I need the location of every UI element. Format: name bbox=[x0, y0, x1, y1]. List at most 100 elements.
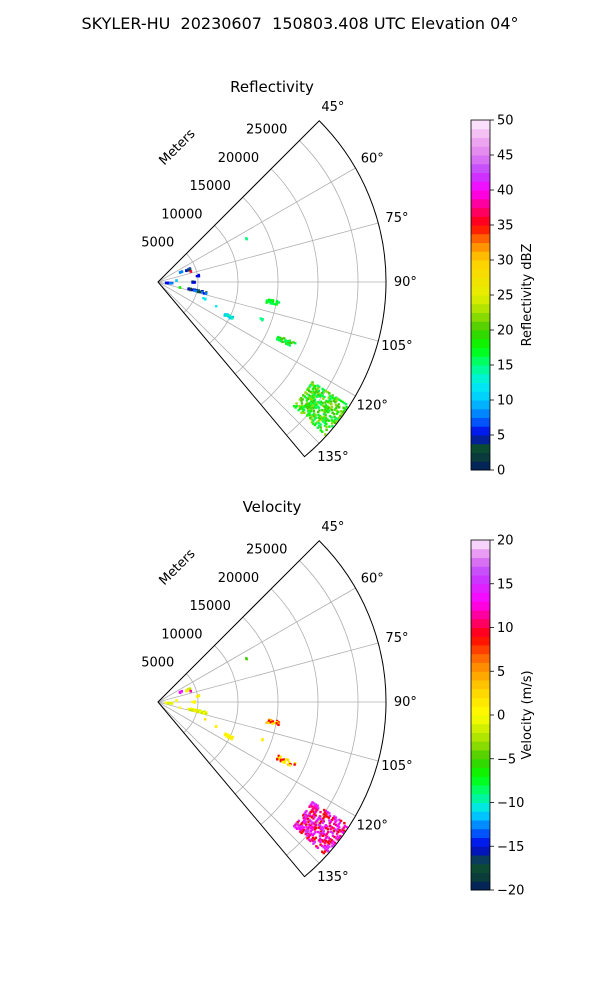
colorbar-segment bbox=[471, 365, 490, 375]
echo-gate bbox=[321, 387, 324, 391]
echo-gate bbox=[304, 403, 308, 406]
echo-gate bbox=[337, 406, 341, 409]
echo-gate bbox=[328, 409, 331, 412]
echo-gate bbox=[313, 838, 316, 841]
echo-gate bbox=[334, 396, 338, 399]
azimuth-gridline bbox=[157, 642, 379, 703]
echo-gate bbox=[312, 397, 315, 400]
echo-gate bbox=[336, 835, 339, 838]
echo-gate bbox=[305, 826, 308, 829]
echo-gate bbox=[312, 400, 316, 403]
radar-echo bbox=[195, 273, 201, 278]
echo-gate bbox=[277, 339, 281, 342]
echo-gate bbox=[298, 407, 302, 411]
echo-gate bbox=[301, 407, 304, 410]
echo-gate bbox=[275, 722, 278, 725]
echo-gate bbox=[300, 828, 303, 832]
echo-gate bbox=[303, 819, 306, 822]
echo-gate bbox=[309, 407, 312, 410]
echo-gate bbox=[296, 823, 300, 827]
figure-title: SKYLER-HU 20230607 150803.408 UTC Elevat… bbox=[81, 14, 519, 33]
echo-gate bbox=[335, 399, 338, 402]
echo-gate bbox=[311, 814, 315, 818]
panel-title: Reflectivity bbox=[230, 78, 314, 96]
colorbar-tick-label: −10 bbox=[497, 796, 524, 811]
echo-gate bbox=[294, 826, 297, 829]
colorbar-segment bbox=[471, 680, 490, 690]
echo-gate bbox=[325, 399, 328, 403]
echo-gate bbox=[179, 691, 182, 694]
range-tick-label: 20000 bbox=[218, 571, 259, 586]
echo-gate bbox=[330, 826, 334, 829]
echo-gate bbox=[317, 389, 321, 393]
echo-gate bbox=[305, 816, 308, 820]
echo-gate bbox=[281, 760, 284, 764]
echo-gate bbox=[320, 416, 323, 419]
echo-gate bbox=[317, 839, 321, 842]
echo-gate bbox=[295, 404, 299, 408]
echo-gate bbox=[323, 424, 327, 427]
azimuth-tick-label: 120° bbox=[357, 819, 388, 834]
echo-gate bbox=[307, 835, 310, 839]
colorbar-tick-label: 20 bbox=[497, 324, 514, 339]
colorbar-segment bbox=[471, 732, 490, 742]
echo-gate bbox=[308, 408, 311, 412]
echo-gate bbox=[228, 737, 232, 740]
echo-gate bbox=[310, 403, 313, 406]
echo-gate bbox=[311, 398, 314, 402]
echo-gate bbox=[296, 820, 299, 824]
echo-gate bbox=[187, 707, 190, 711]
echo-gate bbox=[334, 837, 338, 840]
echo-gate bbox=[193, 709, 196, 712]
echo-gate bbox=[224, 732, 227, 735]
echo-gate bbox=[325, 845, 328, 849]
colorbar-segment bbox=[471, 855, 490, 865]
echo-gate bbox=[299, 823, 302, 826]
echo-gate bbox=[318, 424, 321, 428]
echo-gate bbox=[336, 824, 339, 828]
echo-gate bbox=[324, 419, 328, 423]
echo-gate bbox=[180, 270, 184, 274]
echo-gate bbox=[312, 802, 316, 805]
echo-gate bbox=[275, 758, 279, 761]
echo-gate bbox=[318, 832, 321, 835]
echo-gate bbox=[313, 405, 316, 408]
echo-gate bbox=[332, 840, 335, 843]
echo-gate bbox=[339, 414, 342, 418]
echo-gate bbox=[305, 406, 308, 409]
echo-gate bbox=[175, 699, 178, 702]
range-gridline bbox=[183, 673, 199, 733]
colorbar-tick-label: 10 bbox=[497, 621, 514, 636]
echo-gate bbox=[309, 827, 312, 830]
echo-gate bbox=[295, 827, 299, 831]
echo-gate bbox=[319, 426, 322, 429]
radar-echo bbox=[265, 718, 281, 727]
echo-gate bbox=[188, 688, 192, 691]
colorbar-segment bbox=[471, 163, 490, 173]
echo-gate bbox=[318, 822, 322, 825]
echo-gate bbox=[317, 416, 320, 419]
colorbar-tick-label: 0 bbox=[497, 709, 505, 724]
colorbar-segment bbox=[471, 758, 490, 768]
echo-gate bbox=[309, 394, 312, 398]
echo-gate bbox=[309, 804, 312, 807]
echo-gate bbox=[288, 339, 291, 342]
echo-gate bbox=[289, 762, 292, 766]
echo-gate bbox=[312, 826, 315, 830]
echo-gate bbox=[310, 838, 313, 841]
colorbar-segment bbox=[471, 216, 490, 226]
echo-gate bbox=[303, 822, 306, 825]
echo-gate bbox=[188, 268, 192, 271]
echo-gate bbox=[283, 340, 287, 343]
echo-gate bbox=[306, 817, 310, 821]
echo-gate bbox=[321, 834, 325, 837]
range-tick-label: 15000 bbox=[189, 599, 230, 614]
radar-echo bbox=[164, 281, 174, 285]
echo-gate bbox=[313, 418, 316, 421]
echo-gate bbox=[312, 839, 315, 843]
echo-gate bbox=[319, 810, 322, 814]
range-gridline bbox=[286, 140, 359, 436]
echo-gate bbox=[327, 836, 331, 840]
echo-gate bbox=[300, 411, 303, 415]
